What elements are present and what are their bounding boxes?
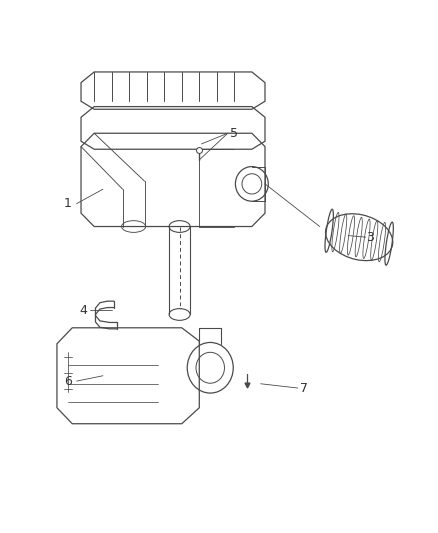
Text: 5: 5 (230, 127, 238, 140)
Text: 4: 4 (79, 304, 87, 317)
Text: 3: 3 (366, 231, 374, 244)
Text: 1: 1 (64, 197, 72, 210)
Text: 7: 7 (300, 382, 308, 394)
Text: 6: 6 (64, 375, 72, 387)
